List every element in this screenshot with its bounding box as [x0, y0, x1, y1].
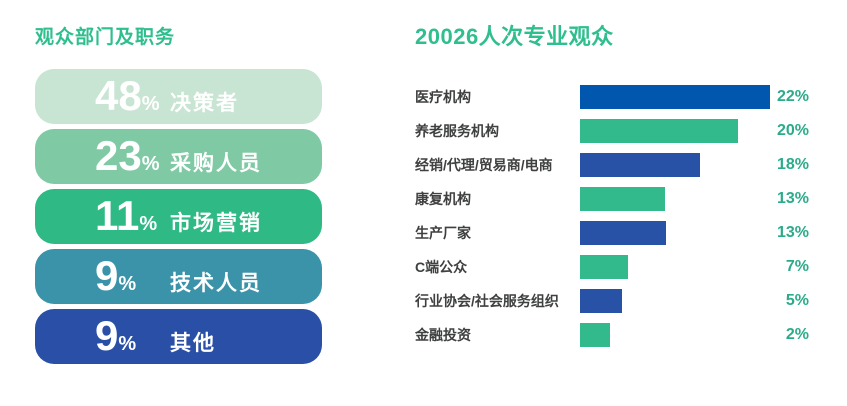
visitor-categories-chart: 20026人次专业观众 医疗机构 22% 养老服务机构 20% 经销/代理/贸易…	[415, 24, 809, 357]
right-row-label: 行业协会/社会服务组织	[415, 293, 559, 310]
left-bar-percent-sign: %	[139, 213, 158, 236]
right-chart-row: 养老服务机构 20%	[415, 119, 809, 144]
left-chart-bar: 48 % 决策者	[35, 68, 322, 124]
right-row-label: 康复机构	[415, 191, 471, 208]
right-row-percent: 13%	[776, 190, 809, 208]
right-row-percent: 22%	[776, 88, 809, 106]
left-chart-bar: 23 % 采购人员	[35, 128, 322, 184]
right-row-percent: 5%	[785, 292, 809, 310]
left-chart-bar: 9 % 技术人员	[35, 248, 322, 304]
audience-roles-chart: 观众部门及职务 48 % 决策者 23 % 采购人员	[35, 27, 322, 369]
left-bar-value-block: 23 %	[95, 135, 170, 177]
left-bar-value: 9	[95, 312, 119, 360]
left-bar-value: 48	[95, 72, 142, 120]
left-chart-bar: 11 % 市场营销	[35, 188, 322, 244]
right-row-bar	[580, 187, 665, 212]
left-bar-label: 技术人员	[170, 272, 262, 296]
right-chart-row: 经销/代理/贸易商/电商 18%	[415, 153, 809, 178]
right-row-label: 医疗机构	[415, 89, 471, 106]
right-row-percent: 2%	[785, 326, 809, 344]
left-bar-value-block: 11 %	[95, 195, 170, 237]
left-bar-label: 市场营销	[170, 212, 262, 236]
right-row-bar	[580, 221, 666, 246]
left-bar-content: 11 % 市场营销	[95, 195, 262, 237]
right-chart-row: 医疗机构 22%	[415, 85, 809, 110]
left-bar-content: 23 % 采购人员	[95, 135, 262, 177]
right-row-bar	[580, 153, 700, 178]
right-row-bar	[580, 323, 610, 348]
right-chart-row: C端公众 7%	[415, 255, 809, 280]
right-row-label: 生产厂家	[415, 225, 471, 242]
left-bar-label: 决策者	[170, 92, 239, 116]
right-row-percent: 13%	[776, 224, 809, 242]
right-chart-row: 生产厂家 13%	[415, 221, 809, 246]
right-row-percent: 20%	[776, 122, 809, 140]
left-bar-value: 11	[95, 192, 140, 240]
right-chart-title: 20026人次专业观众	[415, 24, 614, 49]
right-row-bar	[580, 85, 770, 110]
left-bar-content: 9 % 其他	[95, 315, 216, 357]
right-row-label: 养老服务机构	[415, 123, 499, 140]
left-bar-value-block: 9 %	[95, 255, 170, 297]
right-row-bar	[580, 289, 622, 314]
right-chart-row: 行业协会/社会服务组织 5%	[415, 289, 809, 314]
left-chart-title: 观众部门及职务	[35, 27, 176, 48]
right-chart-row: 康复机构 13%	[415, 187, 809, 212]
left-bar-content: 48 % 决策者	[95, 75, 239, 117]
left-bar-value-block: 48 %	[95, 75, 170, 117]
left-bar-value-block: 9 %	[95, 315, 170, 357]
left-bar-value: 9	[95, 252, 119, 300]
left-bar-label: 采购人员	[170, 152, 262, 176]
left-chart-bars: 48 % 决策者 23 % 采购人员 11 % 市场营销	[35, 68, 322, 364]
right-row-percent: 18%	[776, 156, 809, 174]
right-row-percent: 7%	[785, 258, 809, 276]
right-row-bar	[580, 255, 628, 280]
right-row-label: C端公众	[415, 259, 468, 276]
left-bar-content: 9 % 技术人员	[95, 255, 262, 297]
right-row-label: 经销/代理/贸易商/电商	[415, 157, 553, 174]
left-bar-label: 其他	[170, 332, 216, 356]
left-bar-percent-sign: %	[141, 153, 160, 176]
left-chart-bar: 9 % 其他	[35, 308, 322, 364]
left-bar-percent-sign: %	[141, 93, 160, 116]
right-row-bar	[580, 119, 738, 144]
left-bar-percent-sign: %	[118, 273, 137, 296]
left-bar-value: 23	[95, 132, 142, 180]
left-bar-percent-sign: %	[118, 333, 137, 356]
right-chart-rows: 医疗机构 22% 养老服务机构 20% 经销/代理/贸易商/电商 18% 康复机…	[415, 85, 809, 348]
right-row-label: 金融投资	[415, 327, 471, 344]
right-chart-row: 金融投资 2%	[415, 323, 809, 348]
